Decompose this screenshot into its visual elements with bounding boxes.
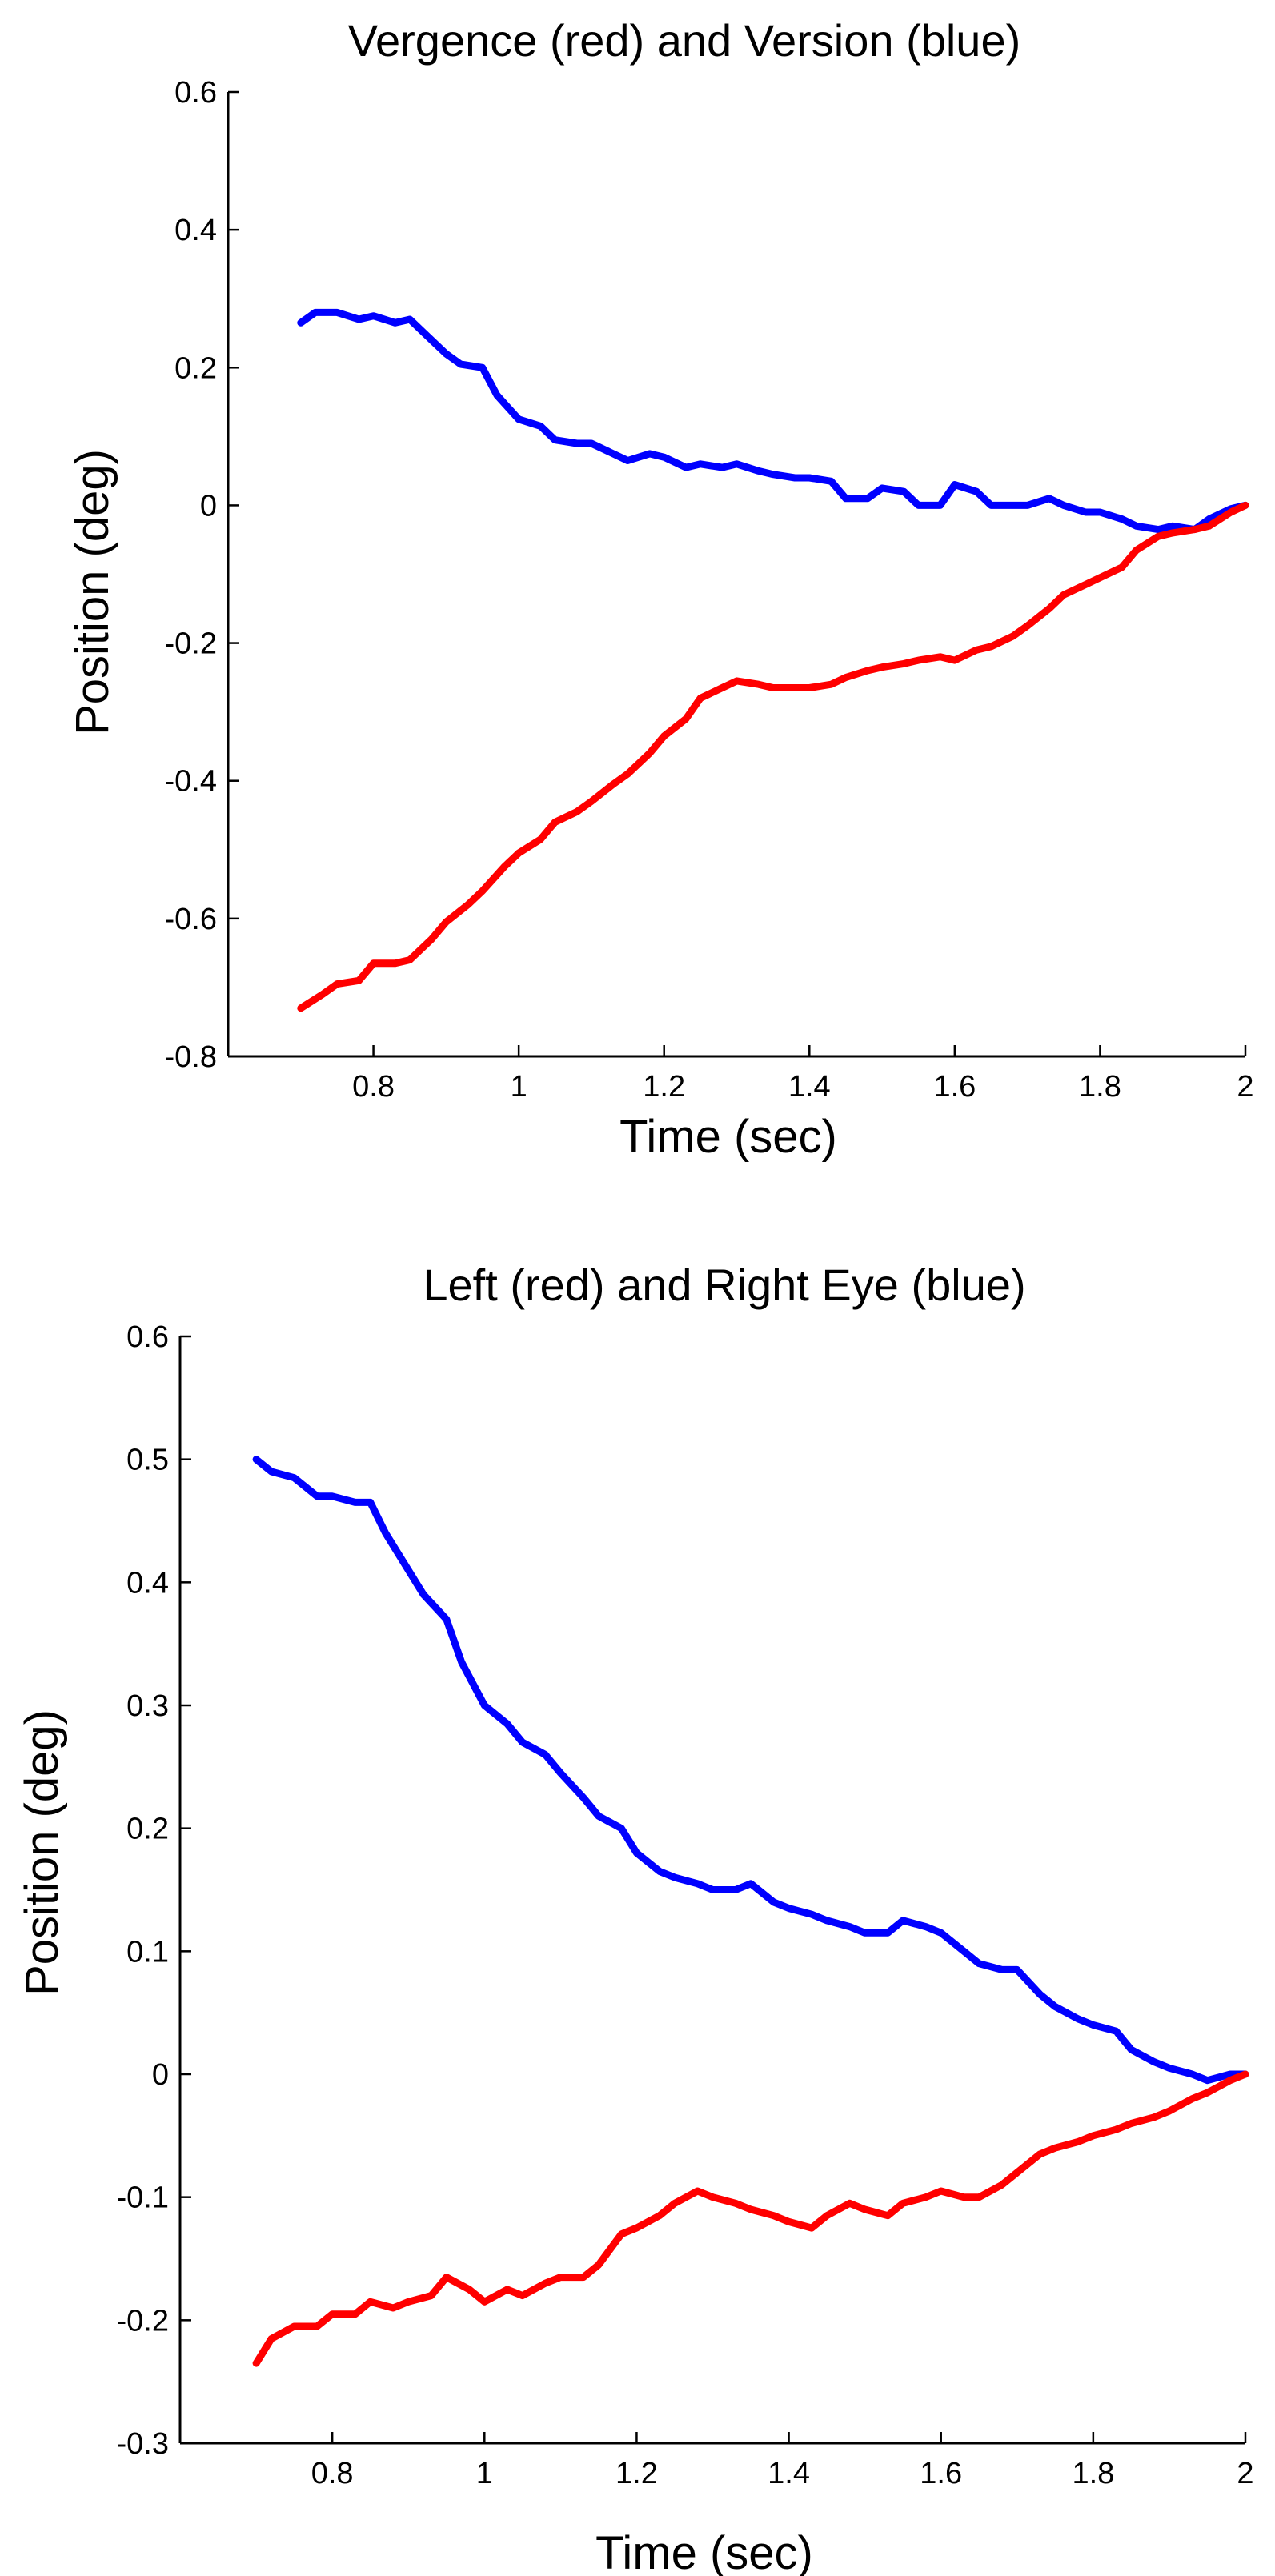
y-axis-label: Position (deg) [16, 1709, 68, 1996]
x-tick-label: 1.8 [1079, 1070, 1121, 1104]
y-tick-label: 0.2 [126, 1813, 169, 1846]
x-tick-label: 1.4 [768, 2457, 810, 2490]
x-tick-label: 1 [476, 2457, 493, 2490]
red-series-line [252, 2070, 1249, 2367]
series-group [252, 1456, 1249, 2367]
x-tick-label: 1.2 [615, 2457, 658, 2490]
ticks: 0.8 1 1.2 1.4 1.6 1.8 2 -0.8 -0.6 -0.4 -0.2 0 0.2 0.4… [165, 76, 1254, 1104]
y-tick-label: -0.8 [165, 1040, 217, 1074]
y-tick-label: 0 [200, 489, 217, 523]
x-axis-label: Time (sec) [619, 1111, 837, 1163]
red-series-line [297, 501, 1249, 1012]
x-tick-label: 0.8 [311, 2457, 354, 2490]
y-tick-label: -0.2 [165, 627, 217, 661]
chart-title: Vergence (red) and Version (blue) [348, 15, 1021, 66]
chart-title: Left (red) and Right Eye (blue) [423, 1260, 1025, 1310]
x-tick-label: 1.6 [933, 1070, 976, 1104]
x-tick-label: 1.2 [643, 1070, 685, 1104]
x-tick-label: 2 [1237, 2457, 1253, 2490]
y-tick-label: -0.3 [117, 2427, 169, 2461]
y-tick-label: -0.2 [117, 2304, 169, 2338]
y-tick-label: -0.4 [165, 765, 217, 799]
y-tick-label: 0.2 [174, 351, 217, 385]
blue-series-line [252, 1456, 1249, 2085]
y-tick-label: -0.1 [117, 2181, 169, 2215]
y-tick-label: 0 [152, 2058, 169, 2092]
y-tick-label: 0.5 [126, 1444, 169, 1477]
y-tick-label: 0.3 [126, 1689, 169, 1723]
y-axis-label: Position (deg) [66, 449, 118, 735]
y-tick-label: 0.4 [174, 214, 217, 247]
x-tick-label: 1.6 [920, 2457, 962, 2490]
x-tick-label: 0.8 [352, 1070, 395, 1104]
vergence-version-chart: Vergence (red) and Version (blue) Time (… [66, 15, 1254, 1163]
x-tick-label: 1 [511, 1070, 527, 1104]
y-tick-label: 0.4 [126, 1566, 169, 1600]
blue-series-line [297, 308, 1249, 534]
axes [178, 1336, 1245, 2445]
left-right-eye-chart: Left (red) and Right Eye (blue) Time (se… [16, 1260, 1254, 2576]
series-group [297, 308, 1249, 1012]
ticks: 0.8 1 1.2 1.4 1.6 1.8 2 -0.3 -0.2 -0.1 0 0.1 0.2 0.3 0… [117, 1320, 1254, 2490]
x-tick-label: 1.4 [788, 1070, 831, 1104]
y-tick-label: 0.6 [126, 1320, 169, 1354]
y-tick-label: -0.6 [165, 903, 217, 936]
y-tick-label: 0.6 [174, 76, 217, 110]
x-tick-label: 1.8 [1072, 2457, 1114, 2490]
axes [227, 92, 1245, 1058]
x-axis-label: Time (sec) [595, 2527, 813, 2576]
x-tick-label: 2 [1237, 1070, 1253, 1104]
y-tick-label: 0.1 [126, 1935, 169, 1969]
